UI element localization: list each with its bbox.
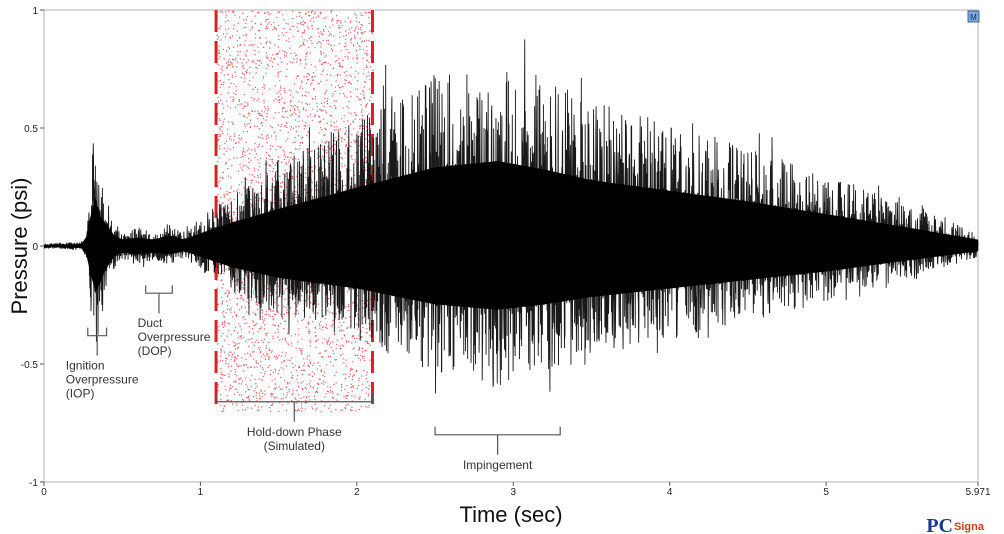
logo-sub: Signa [954,521,985,533]
x-tick-label: 0 [41,487,47,498]
annotation-label: (IOP) [66,387,95,401]
y-tick-label: 1 [32,6,38,17]
pressure-signal-layer [43,39,979,394]
annotation-label: Overpressure [138,330,211,344]
annotation-bracket [434,426,561,455]
annotation-label: Impingement [463,458,533,472]
y-tick-label: -0.5 [21,360,39,371]
annotation-label: Overpressure [66,373,139,387]
annotation-bracket [87,327,108,356]
x-tick-label: 3 [510,487,516,498]
y-tick-label: 0 [32,242,38,253]
x-tick-label: 5.971 [965,487,990,498]
annotation-label: (DOP) [138,344,172,358]
tick-layer: 0 1 2 3 4 5 5.971 -1 -0.5 0 0.5 1 [21,6,991,498]
annotation-label: (Simulated) [264,439,325,453]
hold-down-noise-dots [216,10,374,413]
x-axis-title: Time (sec) [459,502,562,527]
x-tick-label: 5 [823,487,829,498]
x-tick-label: 1 [198,487,204,498]
annotation-2: Hold-down Phase(Simulated) [215,393,374,453]
y-tick-label: -1 [29,478,38,489]
x-tick-label: 2 [354,487,360,498]
x-tick-label: 4 [667,487,673,498]
pressure-signal-core-band [44,161,978,310]
annotation-3: Impingement [434,426,561,472]
logo-main: PC [926,515,953,534]
y-tick-label: 0.5 [24,124,38,135]
annotation-bracket [215,393,374,422]
annotation-bracket [145,285,173,314]
y-axis-title: Pressure (psi) [7,178,32,315]
annotation-layer: IgnitionOverpressure(IOP)DuctOverpressur… [66,285,561,472]
annotation-label: Hold-down Phase [247,425,342,439]
annotation-label: Ignition [66,359,105,373]
corner-badge-box[interactable] [967,10,980,23]
corner-badge-label: M [970,13,977,22]
annotation-label: Duct [138,316,163,330]
